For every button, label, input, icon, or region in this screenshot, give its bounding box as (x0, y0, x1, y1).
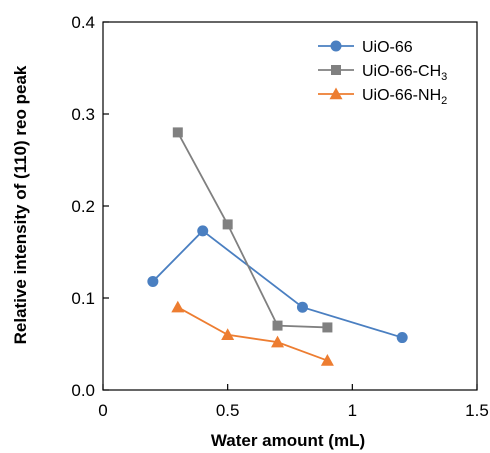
data-point (197, 225, 209, 237)
series-line (152, 229, 403, 339)
data-point (272, 320, 283, 331)
legend-marker (329, 87, 343, 100)
axes: 0.0 0.1 0.2 0.3 0.4 0 0.5 1 1.5 (71, 13, 488, 420)
legend: UiO-66 UiO-66-CH3 UiO-66-NH2 (318, 39, 447, 107)
y-tick-label: 0.2 (71, 197, 95, 216)
series-2 (172, 127, 333, 333)
series-3 (171, 300, 334, 366)
x-tick-label: 1.5 (465, 401, 489, 420)
data-point (322, 322, 333, 333)
x-tick-label: 0.5 (216, 401, 240, 420)
data-point (172, 127, 183, 138)
y-tick-label: 0.4 (71, 13, 95, 32)
series-line (177, 306, 328, 362)
y-tick-label: 0.0 (71, 381, 95, 400)
y-tick-label: 0.1 (71, 289, 95, 308)
y-tick-label: 0.3 (71, 105, 95, 124)
data-point (147, 275, 159, 287)
data-point (222, 219, 233, 230)
y-axis-label: Relative intensity of (110) reo peak (11, 65, 30, 344)
legend-label-subscript: 2 (441, 95, 447, 107)
legend-entry-1: UiO-66 (318, 39, 413, 56)
x-tick-label: 1 (348, 401, 357, 420)
data-point (396, 332, 408, 344)
x-tick-label: 0 (98, 401, 107, 420)
data-point (171, 300, 185, 313)
series-layer (147, 127, 408, 366)
legend-label: UiO-66-CH3 (362, 63, 447, 83)
series-1 (147, 225, 408, 344)
legend-label: UiO-66 (362, 39, 413, 56)
data-point (221, 328, 235, 340)
legend-label: UiO-66-NH2 (362, 87, 447, 107)
data-point (296, 301, 308, 313)
data-point (320, 354, 334, 366)
legend-entry-2: UiO-66-CH3 (318, 63, 447, 83)
data-point (271, 335, 285, 348)
series-line (177, 131, 328, 329)
legend-marker (330, 40, 342, 52)
legend-marker (331, 65, 341, 75)
legend-label-subscript: 3 (441, 71, 447, 83)
legend-entry-3: UiO-66-NH2 (318, 87, 447, 107)
x-axis-label: Water amount (mL) (211, 431, 365, 450)
